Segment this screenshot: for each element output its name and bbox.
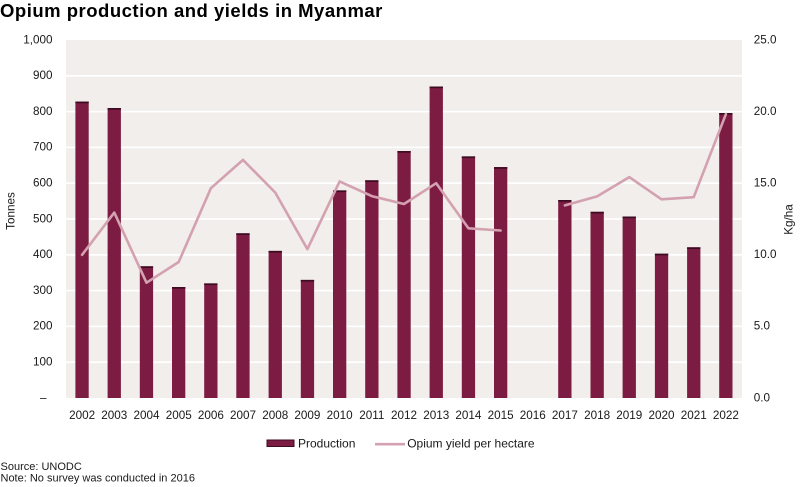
svg-text:900: 900 (33, 69, 53, 82)
svg-text:600: 600 (33, 177, 53, 190)
svg-text:2003: 2003 (101, 409, 127, 422)
svg-text:2007: 2007 (230, 409, 256, 422)
svg-text:2016: 2016 (520, 409, 546, 422)
svg-text:2004: 2004 (133, 409, 160, 422)
svg-text:Production: Production (298, 436, 355, 450)
svg-text:2013: 2013 (423, 409, 449, 422)
svg-text:–: – (40, 391, 47, 404)
svg-text:700: 700 (33, 141, 53, 154)
svg-text:2010: 2010 (327, 409, 354, 422)
svg-text:2017: 2017 (552, 409, 578, 422)
svg-text:100: 100 (33, 356, 53, 369)
svg-text:Kg/ha: Kg/ha (783, 204, 796, 235)
svg-text:2020: 2020 (648, 409, 675, 422)
svg-text:Note: No survey was conducted: Note: No survey was conducted in 2016 (1, 473, 195, 485)
svg-text:2009: 2009 (294, 409, 320, 422)
svg-text:25.0: 25.0 (754, 33, 777, 46)
svg-text:15.0: 15.0 (754, 177, 777, 190)
svg-text:500: 500 (33, 212, 53, 225)
svg-text:2021: 2021 (681, 409, 707, 422)
svg-text:2002: 2002 (69, 409, 95, 422)
svg-text:800: 800 (33, 105, 53, 118)
svg-text:10.0: 10.0 (754, 248, 777, 261)
svg-text:2012: 2012 (391, 409, 417, 422)
svg-text:2011: 2011 (359, 409, 384, 422)
svg-text:200: 200 (33, 320, 53, 333)
svg-text:2018: 2018 (584, 409, 610, 422)
svg-text:20.0: 20.0 (754, 105, 777, 118)
svg-text:2015: 2015 (488, 409, 515, 422)
svg-text:2022: 2022 (713, 409, 739, 422)
svg-text:2008: 2008 (262, 409, 288, 422)
svg-text:5.0: 5.0 (754, 320, 771, 333)
svg-text:2014: 2014 (455, 409, 482, 422)
svg-text:Source: UNODC: Source: UNODC (1, 461, 82, 473)
svg-text:2006: 2006 (198, 409, 224, 422)
svg-text:2005: 2005 (166, 409, 193, 422)
svg-text:2019: 2019 (616, 409, 642, 422)
svg-text:400: 400 (33, 248, 53, 261)
svg-text:0.0: 0.0 (754, 391, 771, 404)
svg-text:Tonnes: Tonnes (5, 192, 18, 230)
svg-text:300: 300 (33, 284, 53, 297)
svg-text:1,000: 1,000 (23, 33, 53, 46)
svg-text:Opium yield per hectare: Opium yield per hectare (407, 436, 535, 450)
